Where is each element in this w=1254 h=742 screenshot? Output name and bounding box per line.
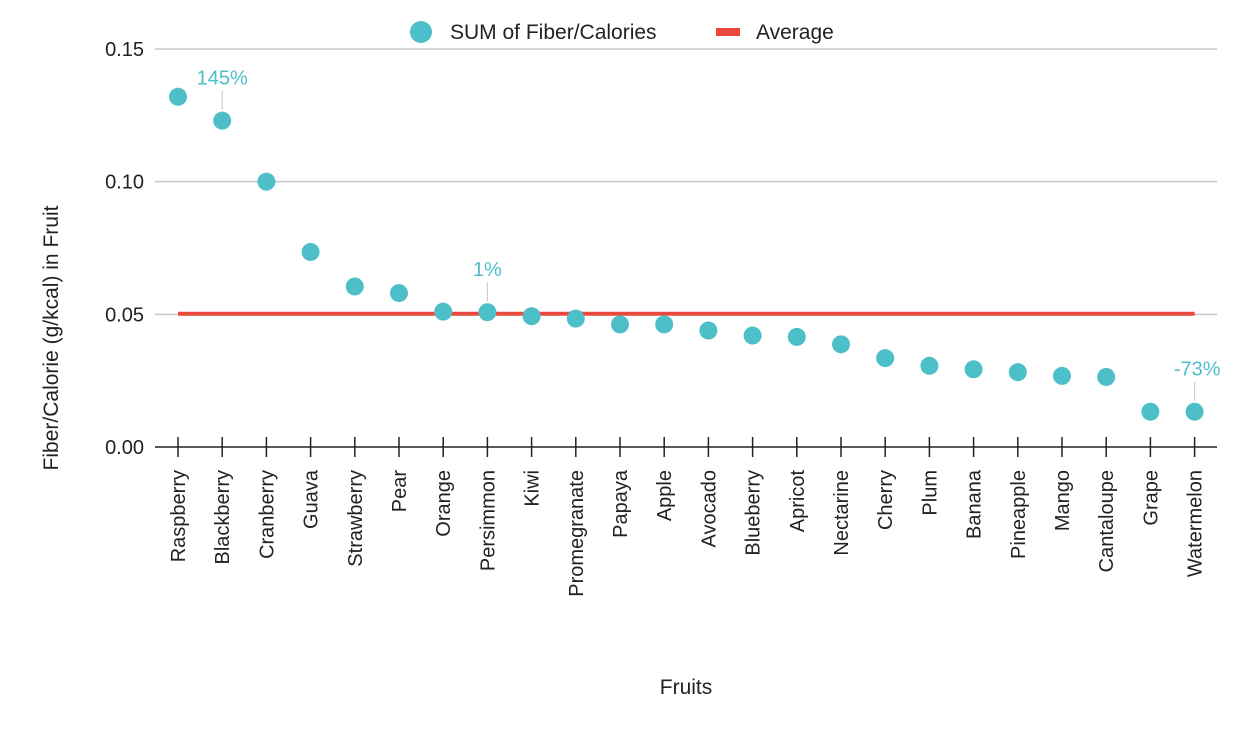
x-tick-label: Apricot bbox=[787, 470, 809, 533]
data-point bbox=[566, 309, 585, 328]
x-tick-label: Kiwi bbox=[522, 470, 544, 507]
data-point bbox=[699, 321, 718, 340]
data-point bbox=[1185, 402, 1204, 421]
x-tick-label: Raspberry bbox=[168, 470, 190, 562]
data-point bbox=[920, 356, 939, 375]
y-axis-title: Fiber/Calorie (g/kcal) in Fruit bbox=[40, 205, 63, 470]
x-tick-label: Blackberry bbox=[212, 470, 234, 564]
x-tick-label: Grape bbox=[1140, 470, 1162, 526]
x-tick-labels: Raspberry Blackberry Cranberry Guava Strawbe… bbox=[168, 469, 1207, 597]
x-tick-label: Cherry bbox=[875, 470, 897, 530]
x-tick-label: Promegranate bbox=[566, 470, 588, 597]
annotation-label: -73% bbox=[1174, 359, 1221, 381]
data-point bbox=[964, 360, 983, 379]
x-tick-label: Pear bbox=[389, 470, 411, 513]
data-point bbox=[787, 327, 806, 346]
data-point bbox=[655, 315, 674, 334]
x-tick-label: Banana bbox=[964, 469, 986, 539]
x-tick-label: Blueberry bbox=[743, 470, 765, 556]
y-tick-label: 0.05 bbox=[105, 304, 144, 326]
data-point bbox=[390, 284, 408, 303]
data-point bbox=[876, 349, 895, 368]
x-tick-label: Guava bbox=[301, 469, 323, 529]
x-tick-label: Apple bbox=[654, 470, 676, 521]
x-axis-title: Fruits bbox=[660, 676, 713, 699]
x-tick-label: Pineapple bbox=[1008, 470, 1030, 559]
data-point bbox=[345, 277, 364, 296]
x-tick-label: Papaya bbox=[610, 469, 632, 538]
data-point bbox=[1053, 366, 1071, 385]
legend-marker-points bbox=[410, 21, 432, 43]
x-tick-label: Cantaloupe bbox=[1096, 470, 1118, 572]
annotations: 145% 1% -73% bbox=[197, 68, 1221, 401]
data-point bbox=[169, 87, 187, 106]
legend-label-points: SUM of Fiber/Calories bbox=[450, 21, 657, 44]
x-axis bbox=[155, 437, 1217, 457]
data-point bbox=[1141, 402, 1160, 421]
y-axis: 0.00 0.05 0.10 0.15 bbox=[105, 39, 144, 459]
x-tick-label: Cranberry bbox=[256, 470, 278, 559]
points-series bbox=[169, 87, 1204, 421]
data-point bbox=[1008, 363, 1027, 382]
x-tick-label: Watermelon bbox=[1185, 470, 1207, 577]
data-point bbox=[832, 335, 850, 354]
x-tick-label: Nectarine bbox=[831, 470, 853, 556]
legend-marker-average bbox=[716, 28, 740, 36]
x-tick-label: Avocado bbox=[698, 470, 720, 547]
annotation-label: 145% bbox=[197, 68, 248, 90]
y-tick-label: 0.10 bbox=[105, 172, 144, 194]
data-point bbox=[478, 303, 497, 322]
data-point bbox=[611, 315, 629, 334]
y-tick-label: 0.15 bbox=[105, 39, 144, 61]
legend-label-average: Average bbox=[756, 21, 834, 44]
data-point bbox=[213, 111, 232, 130]
data-point bbox=[743, 326, 762, 345]
x-tick-label: Strawberry bbox=[345, 470, 367, 567]
legend: SUM of Fiber/Calories Average bbox=[410, 21, 834, 44]
x-tick-label: Persimmon bbox=[477, 470, 499, 571]
x-tick-label: Orange bbox=[433, 470, 455, 537]
data-point bbox=[434, 302, 453, 321]
data-point bbox=[257, 172, 276, 191]
x-tick-label: Plum bbox=[919, 470, 941, 516]
annotation-label: 1% bbox=[473, 259, 502, 281]
gridlines bbox=[155, 48, 1217, 316]
y-tick-label: 0.00 bbox=[105, 437, 144, 459]
data-point bbox=[522, 307, 541, 326]
x-tick-label: Mango bbox=[1052, 470, 1074, 531]
data-point bbox=[1097, 367, 1116, 386]
data-point bbox=[301, 242, 320, 261]
